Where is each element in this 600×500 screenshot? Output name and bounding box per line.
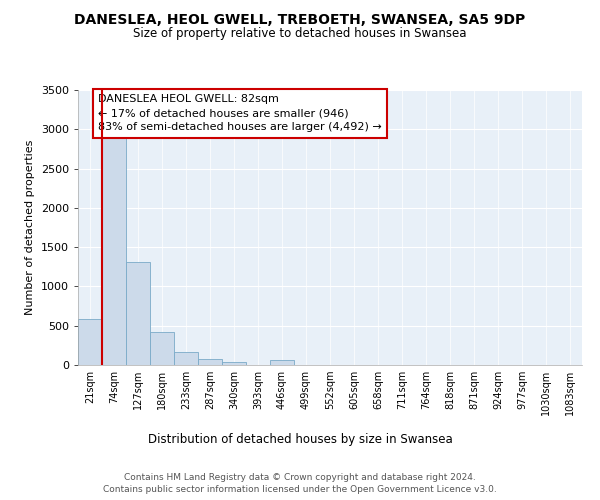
Text: Distribution of detached houses by size in Swansea: Distribution of detached houses by size … — [148, 432, 452, 446]
Bar — [102, 136, 126, 365]
Bar — [150, 332, 174, 365]
Y-axis label: Number of detached properties: Number of detached properties — [25, 140, 35, 315]
Bar — [78, 320, 102, 365]
Bar — [126, 262, 150, 365]
Bar — [270, 360, 294, 365]
Text: Contains public sector information licensed under the Open Government Licence v3: Contains public sector information licen… — [103, 485, 497, 494]
Bar — [174, 352, 198, 365]
Text: DANESLEA, HEOL GWELL, TREBOETH, SWANSEA, SA5 9DP: DANESLEA, HEOL GWELL, TREBOETH, SWANSEA,… — [74, 12, 526, 26]
Text: Contains HM Land Registry data © Crown copyright and database right 2024.: Contains HM Land Registry data © Crown c… — [124, 472, 476, 482]
Bar — [222, 362, 246, 365]
Bar — [198, 359, 222, 365]
Text: DANESLEA HEOL GWELL: 82sqm
← 17% of detached houses are smaller (946)
83% of sem: DANESLEA HEOL GWELL: 82sqm ← 17% of deta… — [98, 94, 382, 132]
Text: Size of property relative to detached houses in Swansea: Size of property relative to detached ho… — [133, 28, 467, 40]
